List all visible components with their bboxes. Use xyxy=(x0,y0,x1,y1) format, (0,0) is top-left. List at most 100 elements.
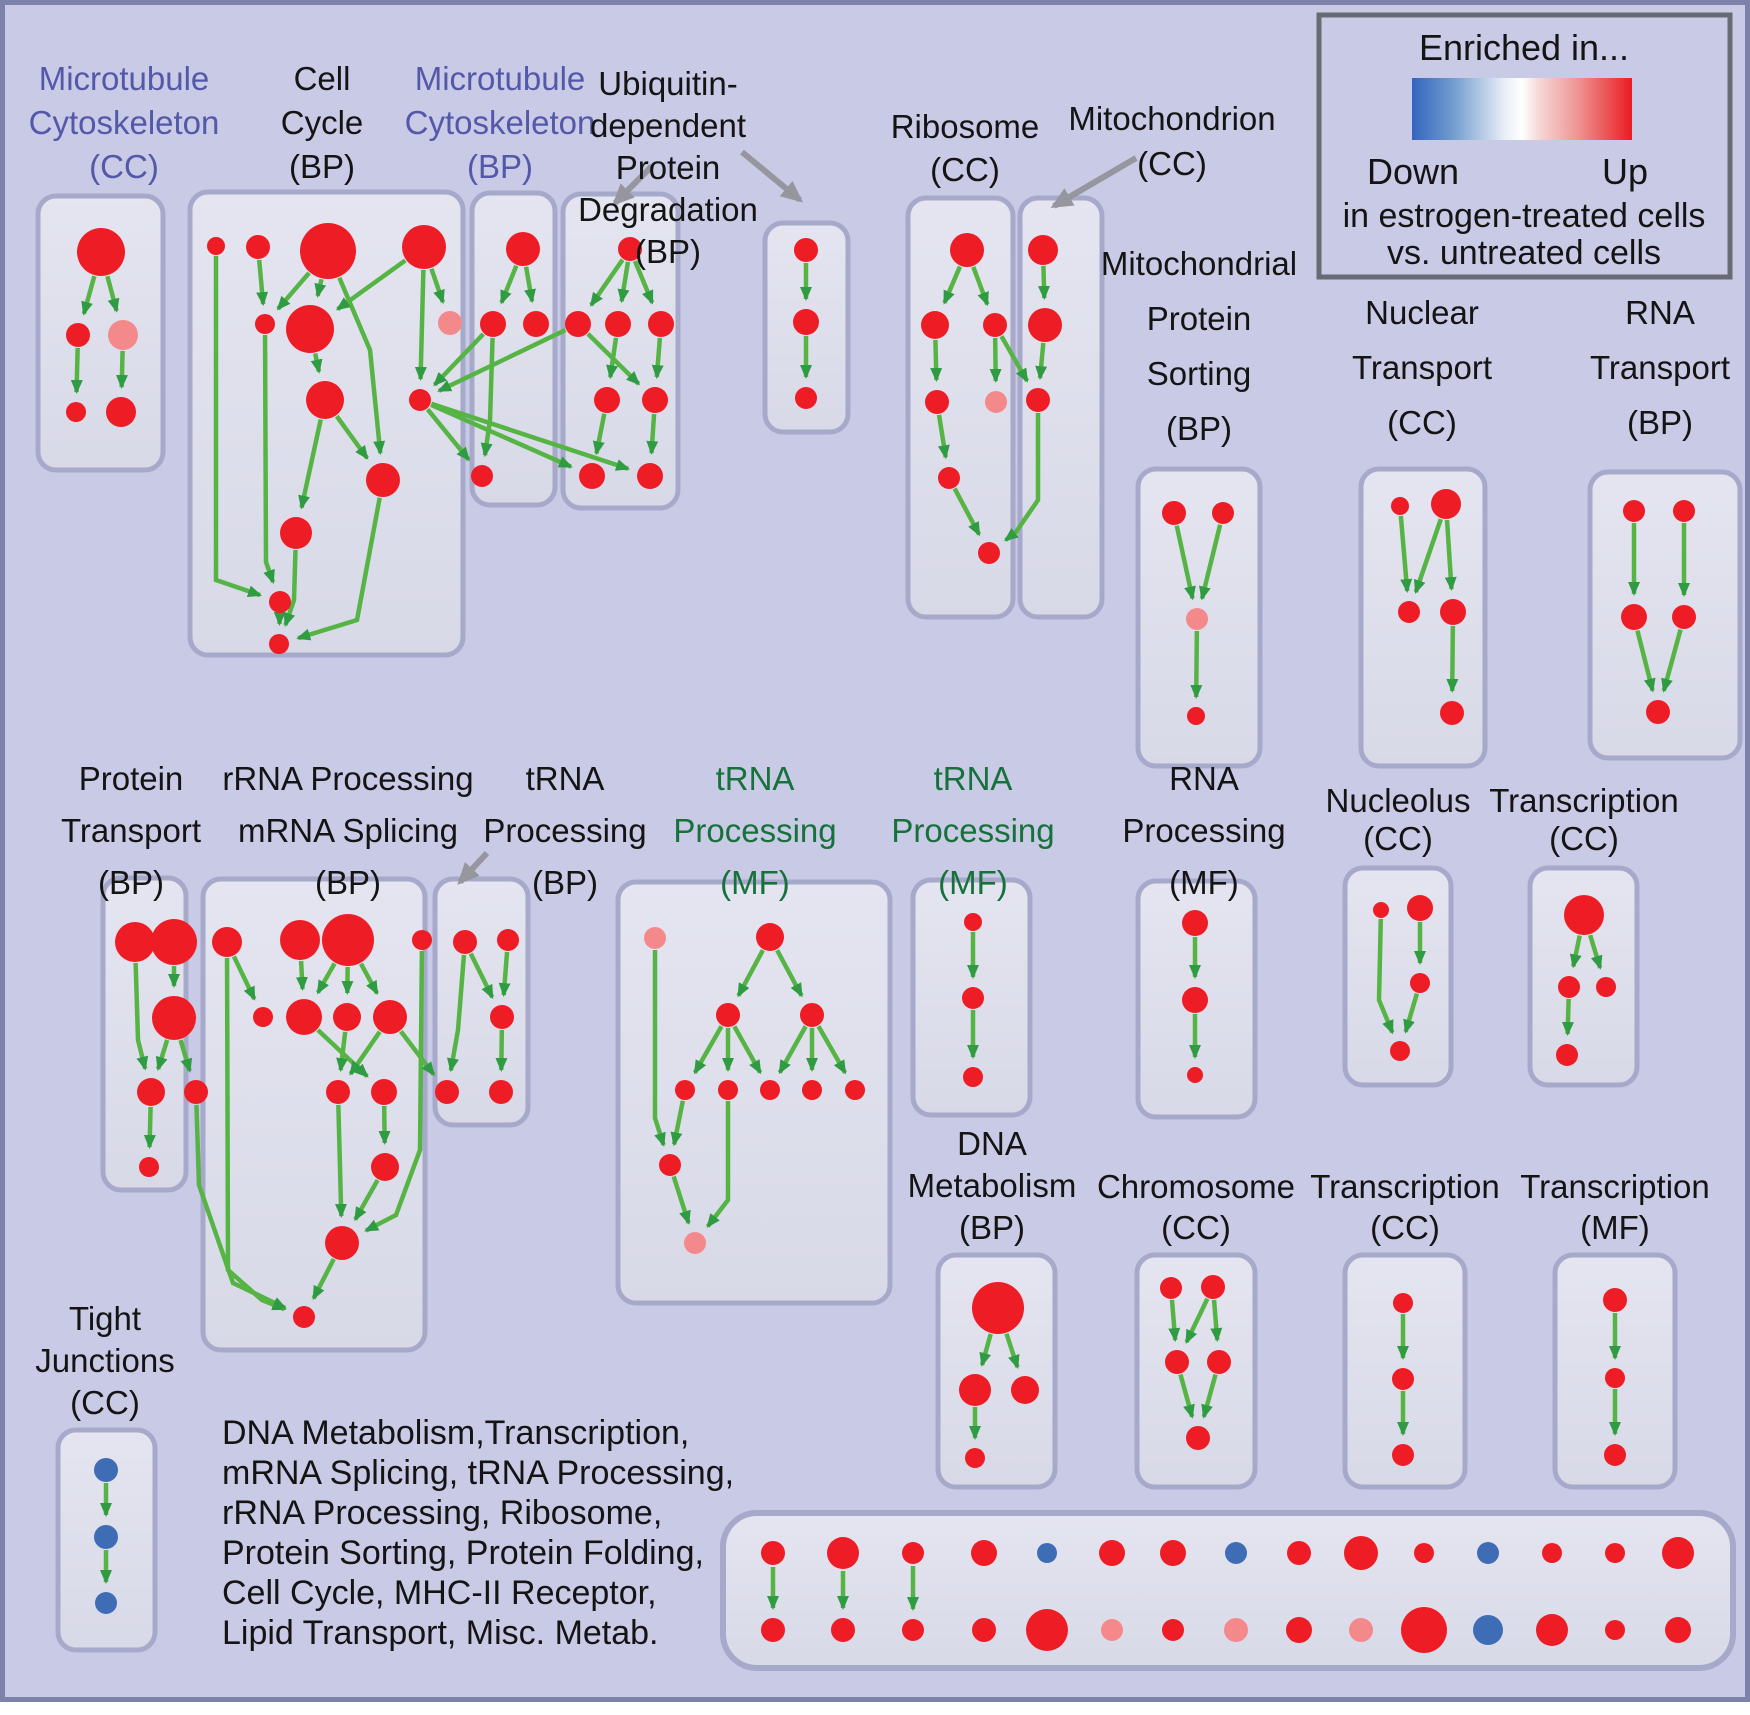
node-cc-C xyxy=(300,223,356,279)
edge-tbp-T2-T3 xyxy=(498,951,511,998)
edge-rnat-m2-b1 xyxy=(1661,628,1683,693)
edge-cc-F-H xyxy=(310,352,323,374)
edge-cross-b4_ml-cc_I xyxy=(437,328,567,393)
edge-tbp-T1-T3 xyxy=(468,952,495,1000)
node-chrm-tl xyxy=(1160,1277,1182,1299)
node-wide-top-7 xyxy=(1160,1540,1186,1566)
node-nt-mr xyxy=(1440,599,1466,625)
edge-tcc1-big-l xyxy=(1569,935,1582,969)
edge-dnam-t-ml xyxy=(979,1333,993,1367)
edge-pt-b3-s1 xyxy=(155,1039,170,1071)
node-cc-E xyxy=(255,314,275,334)
node-nucl-bt xyxy=(1390,1041,1410,1061)
edge-cc-D-G xyxy=(429,268,446,305)
edge-rrna-R3-R8 xyxy=(358,962,380,996)
edge-pt-s1-bt xyxy=(143,1106,156,1150)
node-rnamf-n3 xyxy=(1187,1067,1203,1083)
node-rrna-R11 xyxy=(371,1153,399,1181)
node-rrna-R10 xyxy=(371,1079,397,1105)
node-mps-r xyxy=(1212,502,1234,524)
node-tbp-T3 xyxy=(490,1005,514,1029)
node-rrna-R8 xyxy=(373,1000,407,1034)
edge-chrm-ml-b xyxy=(1178,1373,1195,1419)
edge-cc-D-I xyxy=(414,269,427,382)
node-wide-top-12 xyxy=(1477,1542,1499,1564)
cluster-label-tcc1: Transcription (CC) xyxy=(1489,782,1679,857)
node-tmf2-n2 xyxy=(962,987,984,1009)
node-tmf3-n3 xyxy=(1604,1444,1626,1466)
cluster-label-nt: Nuclear Transport (CC) xyxy=(1352,294,1492,441)
node-wide-top-14 xyxy=(1605,1543,1625,1563)
label-pointer-arrow-2 xyxy=(740,149,804,203)
node-wide-top-1 xyxy=(761,1541,785,1565)
node-rib-bt xyxy=(978,542,1000,564)
edge-tmf1-C-G xyxy=(732,1025,763,1075)
cluster-label-tj: Tight Junctions (CC) xyxy=(35,1300,174,1421)
node-tcc2-n2 xyxy=(1392,1368,1414,1390)
label-pointer-arrow-4 xyxy=(457,850,490,885)
node-cc-M xyxy=(269,634,289,654)
edge-b4-ll-bl xyxy=(592,413,607,456)
cluster-label-pt: Protein Transport (BP) xyxy=(61,760,201,901)
edge-b4-t-mr xyxy=(632,260,655,305)
legend-box xyxy=(1316,12,1733,280)
edge-chrm-tr-ml xyxy=(1184,1297,1210,1344)
edge-pt-b3-s2 xyxy=(178,1039,193,1073)
node-mps-l xyxy=(1162,501,1186,525)
node-tmf1-G xyxy=(760,1080,780,1100)
edge-cc-E-L xyxy=(262,334,276,585)
node-tmf1-B xyxy=(756,923,784,951)
merged-clusters-text-block: DNA Metabolism,Transcription, mRNA Splici… xyxy=(222,1414,734,1652)
cluster-box-mixed-wide xyxy=(720,1510,1736,1671)
cluster-label-tbp: tRNA Processing (BP) xyxy=(483,760,646,901)
cluster-label-mito: Mitochondrion (CC) xyxy=(1068,100,1275,182)
node-b3-l xyxy=(480,311,506,337)
node-chrm-tr xyxy=(1201,1275,1225,1299)
node-b5-m xyxy=(793,309,819,335)
cluster-label-tmf1: tRNA Processing (MF) xyxy=(673,760,836,901)
node-pt-s1 xyxy=(137,1078,165,1106)
edge-tbp-T1-T4 xyxy=(447,954,467,1073)
node-wide-bottom-15 xyxy=(1665,1617,1691,1643)
node-rnamf-n2 xyxy=(1182,987,1208,1013)
cluster-box-tmf1 xyxy=(615,879,893,1306)
cluster-box-dnam xyxy=(935,1252,1058,1490)
node-tmf1-D xyxy=(800,1003,824,1027)
cluster-label-rnat: RNA Transport (BP) xyxy=(1590,294,1730,441)
node-tbp-T5 xyxy=(489,1080,513,1104)
edge-rrna-R9-R13 xyxy=(334,1104,347,1219)
node-rrna-R9 xyxy=(326,1080,350,1104)
node-rnat-t1 xyxy=(1623,500,1645,522)
node-tcc1-b xyxy=(1556,1044,1578,1066)
cluster-box-cc xyxy=(187,189,466,658)
node-rib-t xyxy=(950,233,984,267)
node-rrna-R7 xyxy=(333,1003,361,1031)
cluster-box-nt xyxy=(1358,466,1488,769)
node-mtcc-a xyxy=(77,228,125,276)
edge-nt-s-ml xyxy=(1398,515,1413,594)
edge-mito-m-lo xyxy=(1035,342,1048,381)
edge-b4-mc-ll xyxy=(606,337,619,380)
node-wide-bottom-13 xyxy=(1536,1614,1568,1646)
node-tmf2-n1 xyxy=(964,913,982,931)
node-rnat-b1 xyxy=(1646,700,1670,724)
edge-mps-p-b xyxy=(1190,630,1203,700)
node-wide-bottom-7 xyxy=(1162,1619,1184,1641)
node-wide-bottom-9 xyxy=(1286,1617,1312,1643)
node-tbp-T2 xyxy=(497,929,519,951)
node-mtcc-e xyxy=(106,397,136,427)
node-tmf1-I2 xyxy=(845,1080,865,1100)
node-nt-b xyxy=(1440,701,1464,725)
node-tmf1-J xyxy=(659,1154,681,1176)
edge-rrna-R3-R6 xyxy=(315,962,337,995)
node-rib-lo xyxy=(938,467,960,489)
edge-tmf1-B-D xyxy=(775,949,804,998)
node-tcc2-n1 xyxy=(1393,1293,1413,1313)
edge-rrna-R2-R6 xyxy=(295,960,308,992)
node-chrm-ml xyxy=(1165,1350,1189,1374)
node-tj-n3 xyxy=(95,1592,117,1614)
edge-tmf1-A-J xyxy=(652,950,666,1147)
node-pt-b1 xyxy=(115,922,155,962)
node-mito-m xyxy=(1028,308,1062,342)
